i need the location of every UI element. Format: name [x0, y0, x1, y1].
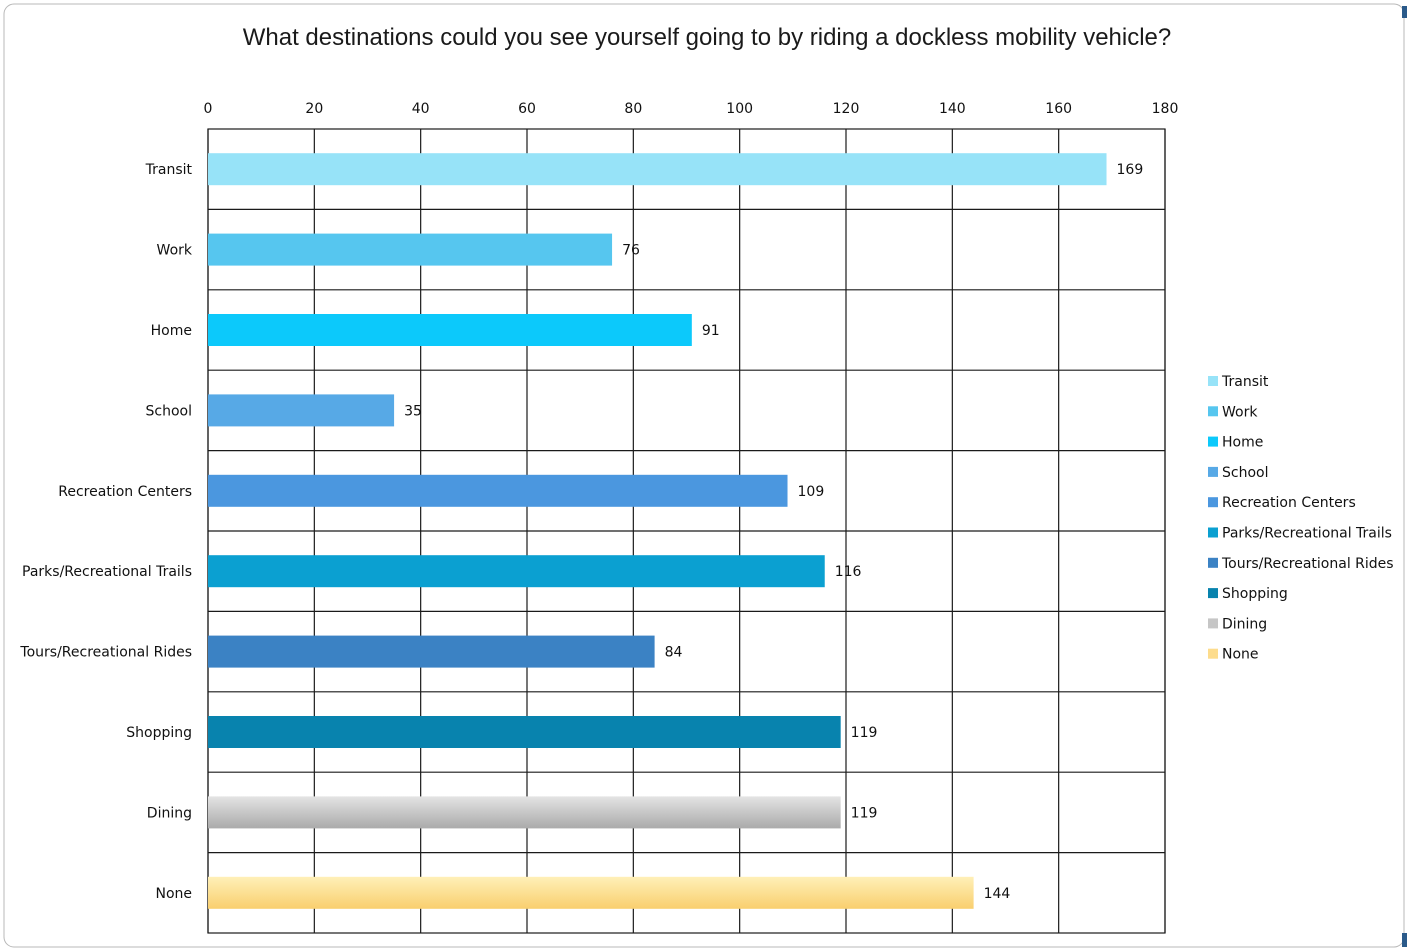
bar-dining	[208, 796, 841, 829]
data-label: 91	[702, 323, 720, 339]
chart-title: What destinations could you see yourself…	[243, 24, 1172, 51]
legend-swatch	[1208, 376, 1218, 386]
data-label: 35	[404, 403, 422, 419]
data-label: 109	[798, 484, 825, 500]
data-label: 116	[835, 564, 862, 580]
category-label: Recreation Centers	[58, 484, 192, 500]
legend-label: School	[1222, 465, 1268, 481]
bar-none	[208, 876, 974, 909]
legend-label: Tours/Recreational Rides	[1221, 556, 1394, 572]
category-label: School	[146, 403, 192, 419]
category-label: Parks/Recreational Trails	[22, 564, 192, 580]
legend-swatch	[1208, 466, 1218, 477]
legend-swatch	[1208, 618, 1218, 629]
category-label: Work	[157, 243, 193, 259]
bar-home	[208, 314, 692, 346]
data-label: 76	[622, 243, 640, 259]
legend-swatch	[1208, 557, 1218, 568]
category-label: Tours/Recreational Rides	[19, 645, 192, 661]
legend: Transit Work Home School Recreation Centers P…	[1208, 374, 1394, 663]
legend-swatch	[1208, 527, 1218, 538]
category-label: Shopping	[126, 725, 192, 741]
bar-work	[208, 233, 613, 266]
x-tick-label: 60	[518, 101, 536, 117]
bars-layer	[208, 153, 1107, 909]
legend-swatch	[1208, 497, 1218, 508]
legend-swatch	[1208, 648, 1218, 659]
bar-recreation-centers	[208, 474, 788, 507]
category-label: None	[155, 886, 192, 902]
legend-label: None	[1222, 647, 1259, 663]
bar-transit	[208, 153, 1107, 186]
corner-accent-top	[1402, 6, 1407, 18]
data-label: 144	[984, 886, 1011, 902]
bar-shopping	[208, 716, 841, 748]
data-label: 119	[851, 805, 878, 821]
legend-label: Work	[1222, 404, 1258, 420]
legend-label: Parks/Recreational Trails	[1222, 526, 1392, 542]
legend-label: Transit	[1221, 374, 1269, 390]
legend-label: Recreation Centers	[1222, 495, 1356, 511]
x-tick-label: 160	[1045, 101, 1072, 117]
x-tick-label: 180	[1152, 101, 1179, 117]
x-tick-label: 0	[204, 101, 213, 117]
y-axis-categories: Transit Work Home School Recreation Centers P…	[19, 162, 192, 902]
data-labels: 169 76 91 35 109 116 84 119 119 144	[404, 162, 1143, 902]
x-axis-ticks: 0 20 40 60 80 100 120 140 160 180	[204, 101, 1179, 117]
legend-label: Shopping	[1222, 586, 1288, 602]
legend-label: Home	[1222, 435, 1263, 451]
x-tick-label: 40	[412, 101, 430, 117]
x-tick-label: 120	[833, 101, 860, 117]
x-tick-label: 140	[939, 101, 966, 117]
x-tick-label: 20	[305, 101, 323, 117]
legend-swatch	[1208, 406, 1218, 417]
category-label: Dining	[147, 805, 192, 821]
x-tick-label: 100	[726, 101, 753, 117]
legend-swatch	[1208, 588, 1218, 599]
legend-label: Dining	[1222, 616, 1267, 632]
bar-tours-recreational-rides	[208, 635, 655, 668]
bar-parks-recreational-trails	[208, 555, 825, 588]
legend-swatch	[1208, 436, 1218, 447]
x-tick-label: 80	[624, 101, 642, 117]
data-label: 84	[665, 645, 683, 661]
data-label: 169	[1117, 162, 1144, 178]
bar-school	[208, 394, 395, 427]
category-label: Transit	[145, 162, 193, 178]
corner-accent-bottom	[1402, 933, 1407, 947]
category-label: Home	[151, 323, 192, 339]
data-label: 119	[851, 725, 878, 741]
